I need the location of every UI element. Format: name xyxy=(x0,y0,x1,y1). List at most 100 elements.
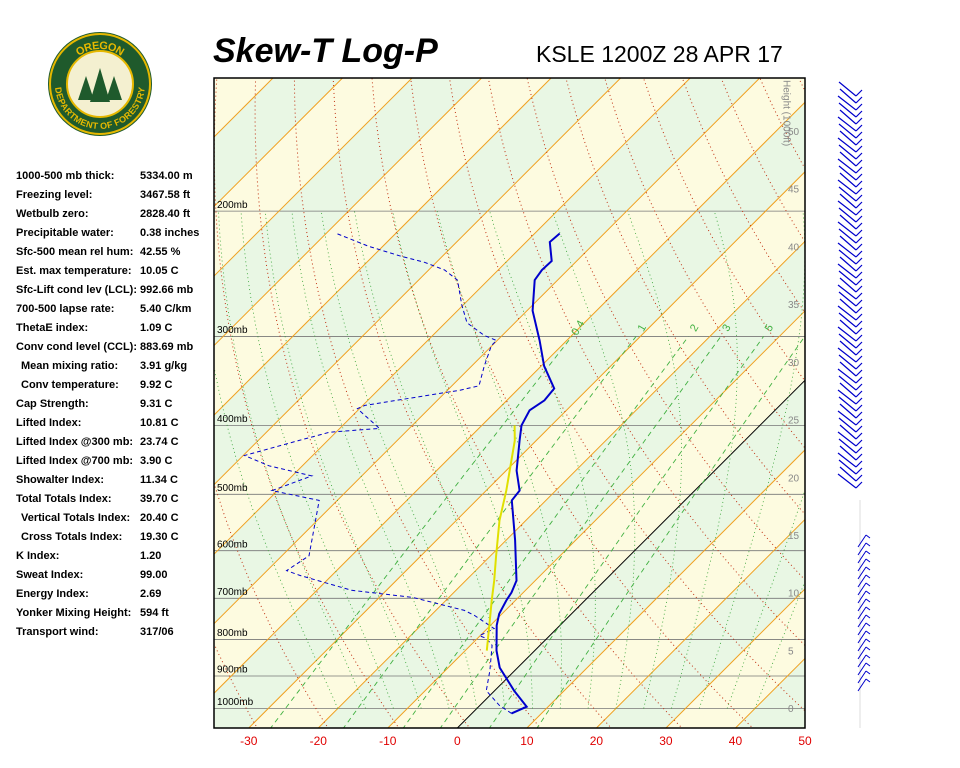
mixing-ratio-label: 2 xyxy=(688,322,701,333)
moist-adiabat xyxy=(698,211,805,709)
index-label: Freezing level: xyxy=(16,189,92,201)
index-label: Precipitable water: xyxy=(16,227,114,239)
wind-barb xyxy=(838,228,863,244)
wind-barb xyxy=(857,542,871,556)
isotherm xyxy=(214,78,343,208)
mixing-ratio-label: 8 xyxy=(804,322,817,333)
wind-barb xyxy=(857,662,871,676)
index-label: Energy Index: xyxy=(16,588,89,600)
index-value: 1.09 C xyxy=(140,322,172,334)
dry-adiabat xyxy=(410,78,754,728)
wind-barb xyxy=(839,445,863,461)
mixing-ratio-line xyxy=(402,336,689,728)
index-value: 39.70 C xyxy=(140,493,179,505)
x-tick-label: 10 xyxy=(520,734,534,748)
wind-barb xyxy=(839,193,863,209)
index-label: Sweat Index: xyxy=(16,569,83,581)
mixing-ratio-label: 1 xyxy=(636,322,649,333)
mixing-ratio-line xyxy=(439,336,722,728)
index-value: 3.90 C xyxy=(140,455,172,467)
dry-adiabat xyxy=(954,78,960,729)
x-tick-label: 40 xyxy=(729,734,743,748)
moist-adiabat xyxy=(627,210,682,709)
index-label: Lifted Index @300 mb: xyxy=(16,436,133,448)
wind-barb xyxy=(837,452,863,468)
y-tick-label: 500mb xyxy=(217,483,248,494)
index-label: Sfc-500 mean rel hum: xyxy=(16,246,133,258)
moist-adiabat xyxy=(218,211,366,709)
mixing-ratio-label: 3 xyxy=(720,322,733,333)
moist-adiabat xyxy=(436,211,562,709)
wind-barb xyxy=(838,165,863,181)
wind-barb xyxy=(857,678,871,692)
x-tick-label: -10 xyxy=(379,734,397,748)
wind-barb xyxy=(838,417,863,433)
wind-barb xyxy=(838,123,863,139)
wind-barb xyxy=(857,614,871,628)
index-value: 317/06 xyxy=(140,626,174,638)
index-label: Yonker Mixing Height: xyxy=(16,607,131,619)
y2-tick-label: 0 xyxy=(788,704,794,715)
isotherm xyxy=(387,310,805,728)
y-tick-label: 200mb xyxy=(217,200,248,211)
wind-barb xyxy=(839,277,863,293)
isotherm xyxy=(596,518,805,728)
y2-axis-label: Height (1000ft) xyxy=(780,80,791,146)
logo-ring-edge xyxy=(49,33,151,135)
dry-adiabat xyxy=(526,78,805,581)
logo-top: OREGON xyxy=(74,40,126,59)
wind-barb xyxy=(837,368,863,384)
mixing-ratio-line xyxy=(536,336,805,728)
wind-barb xyxy=(838,354,863,370)
isotherm xyxy=(214,78,413,277)
chart-subtitle: KSLE 1200Z 28 APR 17 xyxy=(536,41,783,67)
wind-barb xyxy=(837,158,863,174)
y-tick-label: 1000mb xyxy=(217,697,254,708)
index-label: Est. max temperature: xyxy=(16,265,132,277)
x-tick-label: 30 xyxy=(659,734,673,748)
index-value: 10.05 C xyxy=(140,265,179,277)
wind-barb xyxy=(838,186,863,202)
mixing-ratio-line xyxy=(342,336,637,728)
dry-adiabat xyxy=(876,78,960,729)
wind-barb xyxy=(837,242,863,258)
index-value: 5.40 C/km xyxy=(140,303,192,315)
index-value: 10.81 C xyxy=(140,417,179,429)
index-label: Cap Strength: xyxy=(16,398,89,410)
x-tick-label: -30 xyxy=(240,734,258,748)
dry-adiabat xyxy=(915,78,960,729)
x-tick-label: 50 xyxy=(798,734,812,748)
index-label: Cross Totals Index: xyxy=(21,531,122,543)
isotherm xyxy=(875,78,960,728)
mixing-ratio-line xyxy=(488,336,764,728)
wind-barb xyxy=(839,298,863,314)
wind-barb xyxy=(837,389,863,405)
index-value: 0.38 inches xyxy=(140,227,199,239)
index-label: Mean mixing ratio: xyxy=(21,360,118,372)
index-value: 99.00 xyxy=(140,569,168,581)
logo: OREGON DEPARTMENT OF FORESTRY xyxy=(48,32,152,136)
index-label: Transport wind: xyxy=(16,626,99,638)
isotherm xyxy=(214,78,482,347)
wind-barb xyxy=(838,270,863,286)
moist-adiabat xyxy=(320,211,478,709)
wind-barb xyxy=(857,566,871,580)
index-value: 20.40 C xyxy=(140,512,179,524)
wind-barb xyxy=(838,333,863,349)
wind-barb xyxy=(838,291,863,307)
index-label: Vertical Totals Index: xyxy=(21,512,130,524)
wind-barb xyxy=(838,249,863,265)
wind-barb xyxy=(839,256,863,272)
isotherm xyxy=(804,727,805,728)
wind-barb xyxy=(838,102,863,118)
wind-barb xyxy=(839,466,863,482)
plot-border xyxy=(213,77,806,729)
wind-barb xyxy=(837,179,863,195)
wind-barb xyxy=(839,109,863,125)
y-tick-label: 900mb xyxy=(217,665,248,676)
dry-adiabat xyxy=(449,78,805,712)
profile-line xyxy=(495,232,561,715)
index-value: 23.74 C xyxy=(140,436,179,448)
wind-barb xyxy=(837,137,863,153)
